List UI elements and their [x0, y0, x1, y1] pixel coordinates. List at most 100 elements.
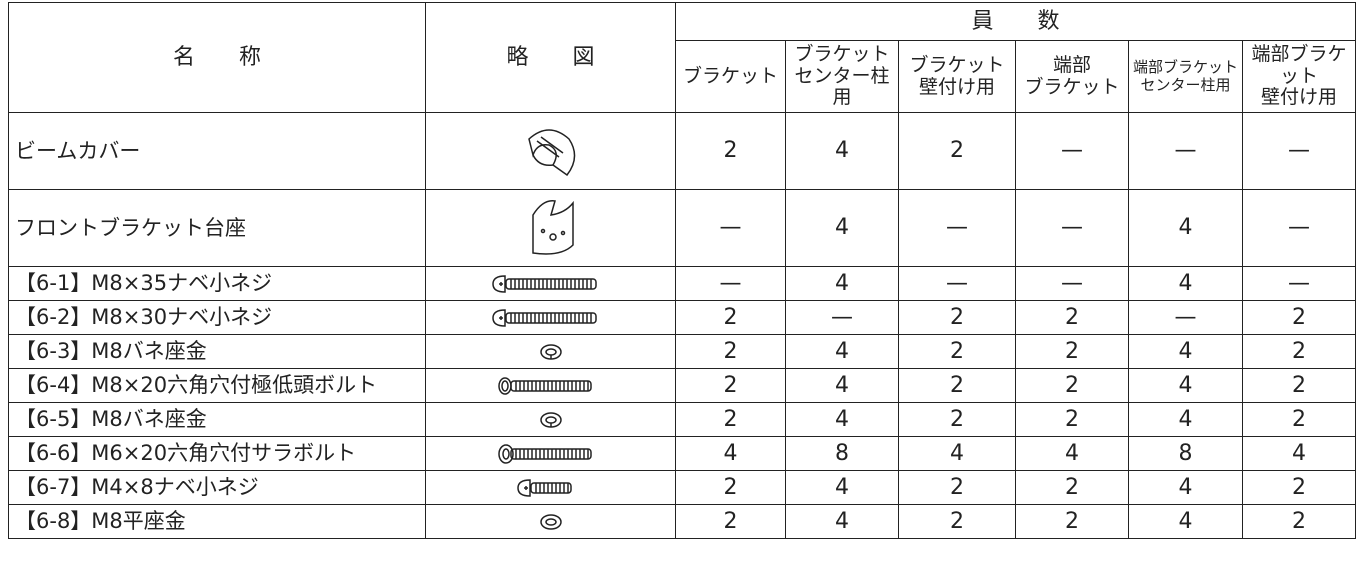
quantity: 4 — [1128, 470, 1243, 505]
part-name: 【6-1】M8×35ナベ小ネジ — [8, 266, 426, 301]
column-header: ブラケット センター柱用 — [785, 40, 899, 113]
quantity: 4 — [1128, 402, 1243, 437]
quantity: 2 — [1015, 368, 1129, 403]
quantity: — — [1015, 112, 1129, 190]
part-name: 【6-3】M8バネ座金 — [8, 334, 426, 369]
quantity: 2 — [898, 112, 1016, 190]
quantity: 4 — [785, 112, 899, 190]
quantity: — — [1241, 266, 1357, 301]
quantity: 2 — [1015, 470, 1129, 505]
quantity: 2 — [1241, 334, 1357, 369]
column-header: 端部 ブラケット — [1015, 40, 1129, 113]
sketch-icon — [539, 343, 562, 360]
column-header: 端部ブラケット 壁付け用 — [1241, 40, 1357, 113]
sketch-icon — [497, 376, 592, 395]
quantity: 2 — [675, 402, 786, 437]
quantity: 2 — [1241, 368, 1357, 403]
quantity: 2 — [898, 368, 1016, 403]
quantity: 2 — [1015, 504, 1129, 539]
quantity: 2 — [1241, 504, 1357, 539]
part-name: フロントブラケット台座 — [8, 189, 426, 267]
quantity: 2 — [1241, 470, 1357, 505]
quantity: 4 — [898, 436, 1016, 471]
quantity: — — [1015, 189, 1129, 267]
quantity: — — [675, 189, 786, 267]
sketch-header: 略 図 — [425, 2, 676, 113]
sketch-icon — [516, 478, 572, 497]
sketch-icon — [491, 274, 597, 293]
quantity: 4 — [785, 368, 899, 403]
quantity: 8 — [1128, 436, 1243, 471]
quantity: 4 — [785, 504, 899, 539]
sketch-icon — [527, 129, 575, 177]
quantity: 2 — [675, 368, 786, 403]
part-name: 【6-7】M4×8ナベ小ネジ — [8, 470, 426, 505]
quantity: 4 — [1128, 504, 1243, 539]
part-sketch — [425, 266, 676, 301]
part-row: 【6-1】M8×35ナベ小ネジ —4— —4— — [8, 266, 1357, 301]
quantity: — — [1015, 266, 1129, 301]
quantity: 2 — [675, 470, 786, 505]
sketch-icon — [531, 200, 574, 255]
quantity: 4 — [1128, 189, 1243, 267]
quantity: — — [1241, 112, 1357, 190]
sketch-icon — [539, 411, 562, 428]
quantity: 4 — [1128, 266, 1243, 301]
quantity: 4 — [785, 334, 899, 369]
parts-table: 名 称略 図員 数ブラケット ブラケット センター柱用 ブラケット 壁付け用 端部 ブ… — [8, 2, 1357, 539]
quantity: 2 — [898, 402, 1016, 437]
sketch-icon — [491, 308, 597, 327]
sketch-icon — [497, 443, 592, 464]
part-row: フロントブラケット台座 —4— —4— — [8, 189, 1357, 267]
quantity: 2 — [675, 504, 786, 539]
quantity: 2 — [898, 470, 1016, 505]
subheader-row: ブラケット ブラケット センター柱用 ブラケット 壁付け用 端部 ブラケット 端部ブラケ… — [9, 40, 1357, 113]
part-row: 【6-6】M6×20六角穴付サラボルト 4 8 4 4 8 4 — [8, 436, 1357, 471]
part-row: ビームカバー 2 4 2— — — — [8, 112, 1357, 190]
quantity: — — [898, 189, 1016, 267]
quantity: 2 — [675, 112, 786, 190]
quantity: 2 — [675, 334, 786, 369]
part-name: 【6-4】M8×20六角穴付極低頭ボルト — [8, 368, 426, 403]
quantity: — — [1128, 112, 1243, 190]
quantity: 4 — [785, 189, 899, 267]
quantity: 2 — [898, 504, 1016, 539]
part-sketch — [425, 368, 676, 403]
quantity: 2 — [898, 300, 1016, 335]
count-header: 員 数 — [674, 2, 1357, 41]
quantity: 4 — [785, 470, 899, 505]
part-sketch — [425, 112, 676, 190]
quantity: — — [898, 266, 1016, 301]
quantity: 4 — [1128, 334, 1243, 369]
quantity: 2 — [898, 334, 1016, 369]
part-name: 【6-6】M6×20六角穴付サラボルト — [8, 436, 426, 471]
part-name: 【6-2】M8×30ナベ小ネジ — [8, 300, 426, 335]
part-sketch — [425, 334, 676, 369]
part-row: 【6-5】M8バネ座金 2 4 2 2 4 2 — [8, 402, 1357, 437]
quantity: 2 — [1241, 300, 1357, 335]
part-name: ビームカバー — [8, 112, 426, 190]
part-name: 【6-8】M8平座金 — [8, 504, 426, 539]
quantity: — — [785, 300, 899, 335]
quantity: 4 — [785, 266, 899, 301]
quantity: 2 — [1241, 402, 1357, 437]
part-sketch — [425, 189, 676, 267]
quantity: 4 — [1015, 436, 1129, 471]
quantity: — — [675, 266, 786, 301]
column-header: ブラケット 壁付け用 — [898, 40, 1016, 113]
part-sketch — [425, 300, 676, 335]
column-header: 端部ブラケット センター柱用 — [1128, 40, 1243, 113]
quantity: 2 — [675, 300, 786, 335]
part-row: 【6-3】M8バネ座金 2 4 2 2 4 2 — [8, 334, 1357, 369]
part-row: 【6-8】M8平座金 2 4 2 2 4 2 — [8, 504, 1357, 539]
quantity: 2 — [1015, 402, 1129, 437]
quantity: 8 — [785, 436, 899, 471]
name-header: 名 称 — [8, 2, 426, 113]
quantity: 4 — [785, 402, 899, 437]
part-row: 【6-7】M4×8ナベ小ネジ 2 4 2 2 4 2 — [8, 470, 1357, 505]
quantity: 2 — [1015, 300, 1129, 335]
quantity: — — [1241, 189, 1357, 267]
quantity: 4 — [1241, 436, 1357, 471]
part-sketch — [425, 504, 676, 539]
